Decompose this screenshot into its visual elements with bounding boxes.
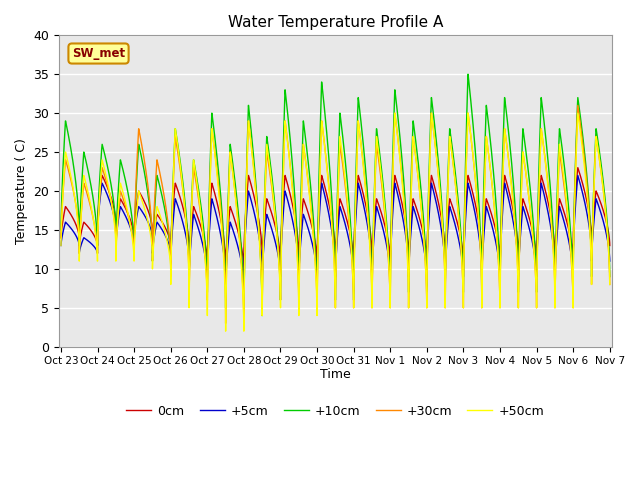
+5cm: [190, 213, 198, 219]
0cm: [606, 242, 614, 248]
0cm: [264, 199, 272, 205]
0cm: [602, 216, 609, 221]
+10cm: [602, 201, 609, 206]
+10cm: [190, 160, 198, 166]
+5cm: [57, 242, 65, 248]
+10cm: [464, 72, 472, 77]
+10cm: [188, 204, 195, 210]
+5cm: [574, 173, 582, 179]
+5cm: [303, 222, 311, 228]
+30cm: [190, 168, 198, 174]
Y-axis label: Temperature ( C): Temperature ( C): [15, 138, 28, 244]
0cm: [222, 266, 230, 272]
+30cm: [222, 321, 230, 326]
Line: +5cm: +5cm: [61, 176, 610, 285]
+50cm: [602, 208, 609, 214]
Text: SW_met: SW_met: [72, 47, 125, 60]
+10cm: [184, 246, 192, 252]
Line: +10cm: +10cm: [61, 74, 610, 315]
+50cm: [57, 242, 65, 248]
+5cm: [184, 249, 192, 255]
+10cm: [264, 142, 272, 147]
+5cm: [606, 258, 614, 264]
0cm: [184, 234, 192, 240]
0cm: [574, 165, 582, 170]
+30cm: [303, 168, 311, 174]
+50cm: [188, 213, 195, 218]
+30cm: [188, 215, 195, 220]
0cm: [188, 224, 195, 230]
+30cm: [184, 253, 192, 259]
Line: 0cm: 0cm: [61, 168, 610, 269]
Title: Water Temperature Profile A: Water Temperature Profile A: [228, 15, 443, 30]
+10cm: [606, 274, 614, 279]
+50cm: [264, 149, 272, 155]
+50cm: [190, 161, 198, 167]
+30cm: [264, 156, 272, 162]
+10cm: [57, 227, 65, 233]
X-axis label: Time: Time: [320, 368, 351, 381]
+5cm: [264, 215, 272, 220]
Line: +30cm: +30cm: [61, 106, 610, 324]
0cm: [190, 205, 198, 211]
+5cm: [222, 282, 230, 288]
+50cm: [391, 110, 399, 116]
Line: +50cm: +50cm: [61, 113, 610, 331]
+30cm: [574, 103, 582, 108]
+5cm: [602, 228, 609, 233]
+50cm: [303, 170, 311, 176]
0cm: [303, 206, 311, 212]
+30cm: [57, 235, 65, 240]
+30cm: [602, 208, 609, 214]
+50cm: [222, 328, 230, 334]
+50cm: [184, 259, 192, 264]
+5cm: [188, 235, 195, 240]
+30cm: [606, 282, 614, 288]
+10cm: [303, 148, 311, 154]
Legend: 0cm, +5cm, +10cm, +30cm, +50cm: 0cm, +5cm, +10cm, +30cm, +50cm: [122, 400, 549, 423]
+50cm: [606, 282, 614, 288]
0cm: [57, 235, 65, 240]
+10cm: [240, 312, 248, 318]
